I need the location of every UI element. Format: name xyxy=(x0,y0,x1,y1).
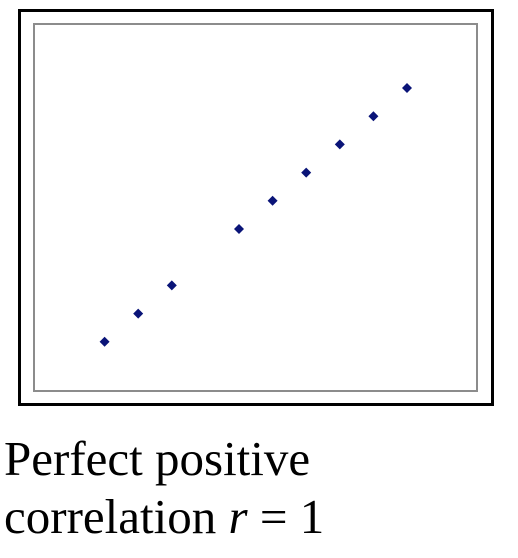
data-point xyxy=(368,111,379,122)
caption-line-2: correlation r = 1 xyxy=(4,488,514,546)
data-point xyxy=(99,336,110,347)
chart-caption: Perfect positive correlation r = 1 xyxy=(4,430,514,546)
data-point xyxy=(301,167,312,178)
data-point xyxy=(133,308,144,319)
caption-line-1: Perfect positive xyxy=(4,431,311,486)
caption-variable: r xyxy=(228,489,248,544)
data-point xyxy=(402,83,412,93)
caption-suffix: = 1 xyxy=(247,489,325,544)
data-point xyxy=(234,224,244,234)
data-point xyxy=(334,139,345,150)
data-point xyxy=(166,280,177,291)
scatter-chart-frame xyxy=(18,9,494,406)
caption-prefix: correlation xyxy=(4,489,229,544)
plot-area xyxy=(33,23,478,392)
scatter-plot xyxy=(99,83,412,347)
data-point xyxy=(267,195,278,206)
